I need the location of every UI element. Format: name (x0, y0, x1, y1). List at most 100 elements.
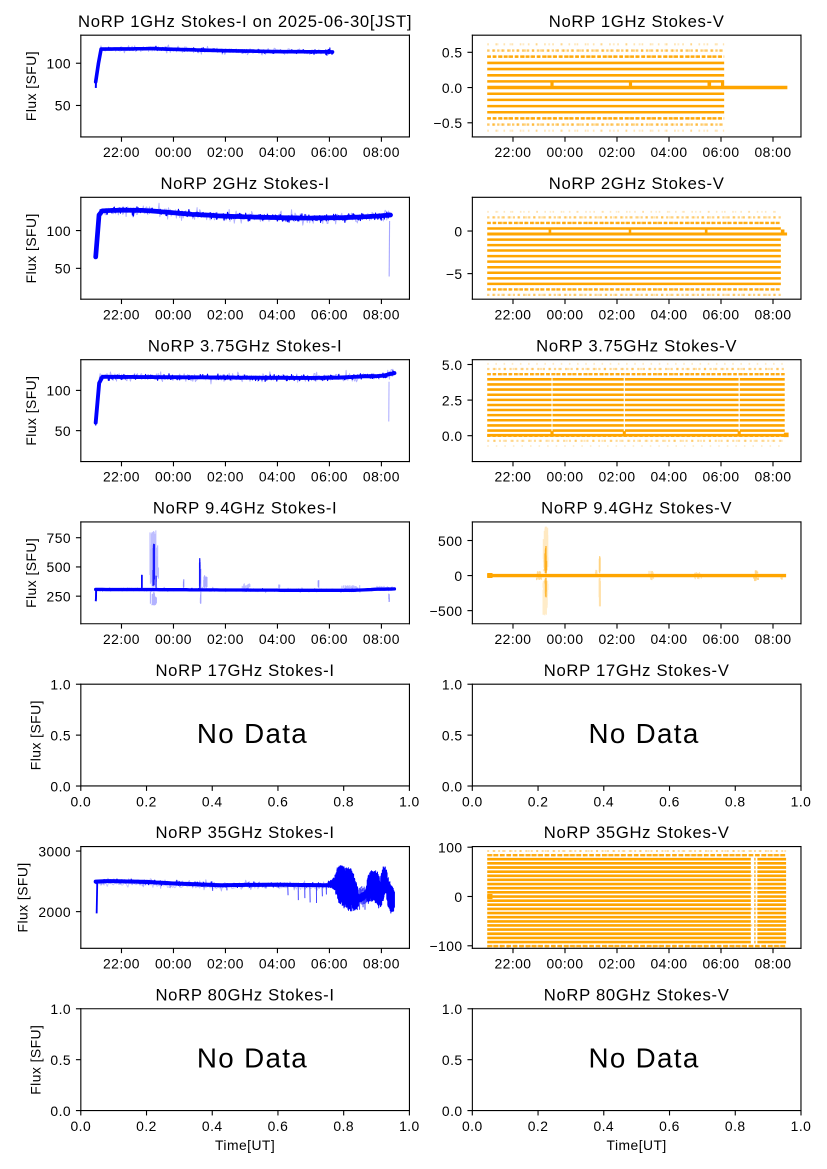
svg-text:NoRP 80GHz Stokes-V: NoRP 80GHz Stokes-V (544, 985, 730, 1004)
svg-text:06:00: 06:00 (311, 306, 348, 322)
svg-text:Flux [SFU]: Flux [SFU] (23, 51, 39, 121)
svg-text:0.5: 0.5 (50, 727, 71, 743)
svg-text:06:00: 06:00 (311, 144, 348, 160)
svg-text:08:00: 08:00 (363, 306, 400, 322)
svg-text:1.0: 1.0 (791, 793, 812, 809)
svg-text:08:00: 08:00 (754, 631, 791, 647)
svg-text:04:00: 04:00 (650, 956, 687, 972)
svg-text:0.6: 0.6 (659, 1118, 680, 1134)
svg-text:NoRP 9.4GHz Stokes-V: NoRP 9.4GHz Stokes-V (541, 499, 732, 518)
svg-text:0.4: 0.4 (202, 1118, 223, 1134)
svg-text:06:00: 06:00 (702, 631, 739, 647)
svg-text:1.0: 1.0 (442, 1001, 463, 1017)
svg-text:02:00: 02:00 (598, 469, 635, 485)
svg-text:0.0: 0.0 (442, 778, 463, 794)
svg-text:04:00: 04:00 (259, 144, 296, 160)
svg-text:06:00: 06:00 (702, 144, 739, 160)
svg-text:0.4: 0.4 (593, 1118, 614, 1134)
svg-text:02:00: 02:00 (207, 956, 244, 972)
svg-text:1.0: 1.0 (50, 676, 71, 692)
svg-text:−500: −500 (429, 603, 462, 619)
svg-text:750: 750 (47, 530, 72, 546)
svg-text:NoRP 3.75GHz Stokes-I: NoRP 3.75GHz Stokes-I (148, 336, 343, 355)
svg-text:No Data: No Data (588, 718, 699, 749)
svg-text:0.0: 0.0 (442, 1103, 463, 1119)
svg-text:08:00: 08:00 (363, 631, 400, 647)
svg-text:0: 0 (454, 568, 462, 584)
svg-text:0.4: 0.4 (202, 793, 223, 809)
svg-text:0: 0 (454, 889, 462, 905)
svg-text:Time[UT]: Time[UT] (607, 1137, 667, 1153)
svg-text:04:00: 04:00 (650, 469, 687, 485)
svg-text:0.6: 0.6 (268, 1118, 289, 1134)
svg-text:00:00: 00:00 (155, 956, 192, 972)
svg-text:Flux [SFU]: Flux [SFU] (23, 375, 39, 445)
svg-text:Flux [SFU]: Flux [SFU] (23, 538, 39, 608)
svg-text:0.2: 0.2 (528, 1118, 549, 1134)
svg-text:Flux [SFU]: Flux [SFU] (23, 213, 39, 283)
svg-text:06:00: 06:00 (311, 469, 348, 485)
svg-text:Flux [SFU]: Flux [SFU] (14, 862, 30, 932)
svg-text:02:00: 02:00 (207, 306, 244, 322)
svg-text:NoRP 35GHz Stokes-I: NoRP 35GHz Stokes-I (155, 823, 334, 842)
svg-text:50: 50 (55, 261, 71, 277)
svg-text:06:00: 06:00 (311, 631, 348, 647)
svg-text:02:00: 02:00 (207, 631, 244, 647)
svg-text:250: 250 (47, 588, 72, 604)
svg-text:04:00: 04:00 (650, 144, 687, 160)
svg-text:0: 0 (454, 223, 462, 239)
svg-text:06:00: 06:00 (311, 956, 348, 972)
svg-text:22:00: 22:00 (103, 306, 140, 322)
svg-text:NoRP 1GHz Stokes-V: NoRP 1GHz Stokes-V (549, 12, 725, 31)
svg-text:22:00: 22:00 (103, 469, 140, 485)
svg-text:02:00: 02:00 (598, 306, 635, 322)
svg-text:06:00: 06:00 (702, 469, 739, 485)
svg-text:22:00: 22:00 (103, 144, 140, 160)
svg-text:0.2: 0.2 (136, 793, 157, 809)
svg-text:1.0: 1.0 (50, 1001, 71, 1017)
svg-text:06:00: 06:00 (702, 306, 739, 322)
svg-text:0.5: 0.5 (442, 45, 463, 61)
svg-text:0.6: 0.6 (659, 793, 680, 809)
svg-text:04:00: 04:00 (259, 956, 296, 972)
svg-text:500: 500 (47, 559, 72, 575)
svg-text:02:00: 02:00 (598, 631, 635, 647)
svg-text:00:00: 00:00 (546, 144, 583, 160)
svg-text:0.0: 0.0 (442, 80, 463, 96)
svg-text:22:00: 22:00 (494, 469, 531, 485)
svg-text:04:00: 04:00 (259, 469, 296, 485)
svg-text:0.5: 0.5 (50, 1052, 71, 1068)
svg-text:00:00: 00:00 (155, 469, 192, 485)
svg-text:0.0: 0.0 (462, 1118, 483, 1134)
svg-text:02:00: 02:00 (207, 469, 244, 485)
svg-text:NoRP 80GHz Stokes-I: NoRP 80GHz Stokes-I (155, 985, 334, 1004)
svg-text:0.8: 0.8 (725, 1118, 746, 1134)
svg-text:NoRP 3.75GHz Stokes-V: NoRP 3.75GHz Stokes-V (536, 336, 737, 355)
svg-text:0.0: 0.0 (462, 793, 483, 809)
svg-text:100: 100 (438, 839, 463, 855)
svg-text:NoRP 2GHz Stokes-I: NoRP 2GHz Stokes-I (160, 174, 329, 193)
svg-text:50: 50 (55, 98, 71, 114)
svg-text:08:00: 08:00 (754, 956, 791, 972)
svg-text:NoRP 9.4GHz Stokes-I: NoRP 9.4GHz Stokes-I (153, 499, 338, 518)
svg-text:0.5: 0.5 (442, 727, 463, 743)
svg-text:00:00: 00:00 (155, 631, 192, 647)
svg-text:22:00: 22:00 (494, 144, 531, 160)
svg-text:00:00: 00:00 (546, 631, 583, 647)
svg-text:0.2: 0.2 (136, 1118, 157, 1134)
svg-text:1.0: 1.0 (399, 1118, 420, 1134)
svg-text:NoRP 17GHz Stokes-V: NoRP 17GHz Stokes-V (544, 661, 730, 680)
svg-text:22:00: 22:00 (494, 306, 531, 322)
svg-text:0.2: 0.2 (528, 793, 549, 809)
svg-text:22:00: 22:00 (103, 631, 140, 647)
svg-text:500: 500 (438, 533, 463, 549)
svg-text:04:00: 04:00 (259, 631, 296, 647)
svg-text:0.0: 0.0 (50, 778, 71, 794)
svg-text:04:00: 04:00 (650, 306, 687, 322)
svg-text:0.8: 0.8 (725, 793, 746, 809)
svg-text:NoRP 1GHz Stokes-I on 2025-06-: NoRP 1GHz Stokes-I on 2025-06-30[JST] (78, 12, 412, 31)
svg-text:No Data: No Data (197, 1042, 308, 1073)
svg-text:Time[UT]: Time[UT] (215, 1137, 275, 1153)
svg-text:08:00: 08:00 (363, 144, 400, 160)
svg-text:08:00: 08:00 (363, 469, 400, 485)
